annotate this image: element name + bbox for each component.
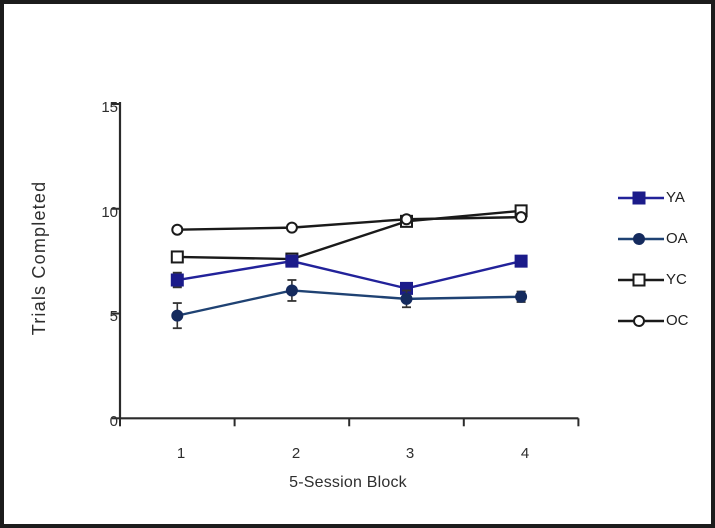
- legend-item-oc: OC: [618, 313, 689, 329]
- plot-svg: [112, 102, 580, 427]
- x-tick-label-2: 2: [291, 445, 301, 462]
- y-tick-label-0: 0: [109, 413, 118, 430]
- oa-series-marker-icon: [618, 233, 664, 245]
- x-tick-label-4: 4: [520, 445, 530, 462]
- legend-label-ya: YA: [666, 189, 685, 206]
- legend-label-yc: YC: [666, 271, 687, 288]
- oc-series-marker-icon: [618, 315, 664, 327]
- x-axis-title: 5-Session Block: [289, 474, 407, 491]
- x-tick-label-3: 3: [405, 445, 415, 462]
- legend-item-ya: YA: [618, 190, 689, 206]
- y-tick-label-15: 15: [101, 99, 118, 116]
- y-axis-title: Trials Completed: [29, 180, 49, 336]
- x-tick-label-1: 1: [176, 445, 186, 462]
- legend-item-oa: OA: [618, 231, 689, 247]
- y-tick-label-10: 10: [101, 204, 118, 221]
- ya-series-marker-icon: [618, 191, 664, 205]
- legend-label-oa: OA: [666, 230, 688, 247]
- yc-series-marker-icon: [618, 273, 664, 287]
- y-tick-label-5: 5: [109, 308, 118, 325]
- legend-item-yc: YC: [618, 272, 689, 288]
- legend: YA OA YC OC: [618, 190, 689, 354]
- legend-label-oc: OC: [666, 312, 689, 329]
